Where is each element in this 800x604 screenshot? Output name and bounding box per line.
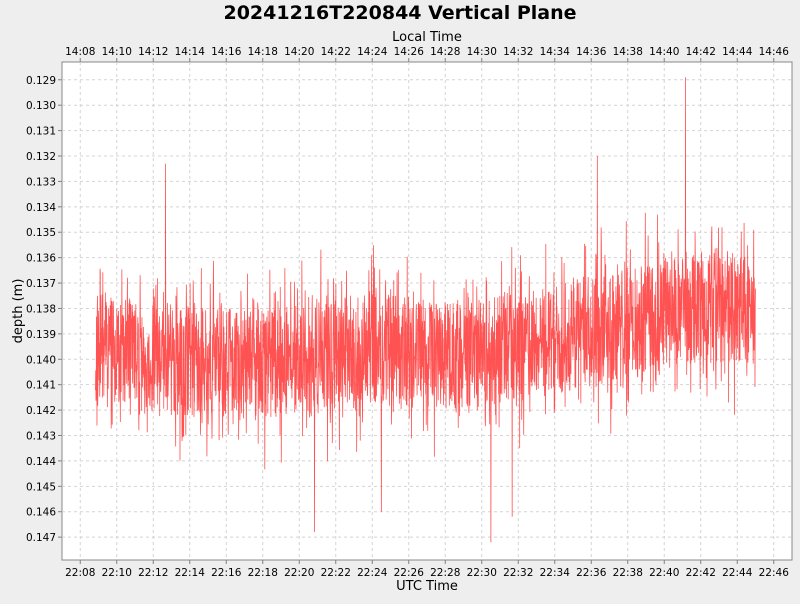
y-tick-label: 0.134 (26, 202, 56, 214)
x-tick-label: 22:40 (649, 567, 679, 579)
plot-area (61, 61, 793, 561)
top-x-tick-label: 14:16 (211, 46, 242, 58)
x-tick-label: 22:18 (248, 567, 278, 579)
y-tick-label: 0.143 (26, 431, 56, 443)
x-tick-label: 22:34 (540, 567, 571, 579)
y-tick-label: 0.147 (26, 532, 56, 544)
top-x-tick-label: 14:44 (722, 46, 753, 58)
top-x-tick-label: 14:40 (649, 46, 679, 58)
top-x-tick-label: 14:46 (759, 46, 790, 58)
x-tick-label: 22:14 (175, 567, 206, 579)
y-tick-label: 0.145 (26, 481, 56, 493)
x-tick-label: 22:20 (284, 567, 314, 579)
top-x-tick-label: 14:34 (540, 46, 571, 58)
y-tick-label: 0.130 (26, 100, 56, 112)
x-tick-label: 22:46 (759, 567, 790, 579)
x-tick-label: 22:24 (357, 567, 388, 579)
top-x-tick-label: 14:18 (248, 46, 278, 58)
y-tick-label: 0.129 (26, 75, 56, 87)
top-x-tick-label: 14:14 (175, 46, 206, 58)
y-tick-label: 0.133 (26, 176, 56, 188)
series-layer (95, 77, 756, 543)
y-tick-label: 0.131 (26, 126, 56, 138)
top-x-tick-label: 14:42 (686, 46, 716, 58)
top-x-tick-label: 14:38 (613, 46, 643, 58)
top-x-tick-label: 14:10 (102, 46, 132, 58)
x-tick-label: 22:30 (467, 567, 497, 579)
x-tick-label: 22:08 (65, 567, 95, 579)
x-tick-label: 22:12 (138, 567, 168, 579)
x-axis-label: UTC Time (396, 579, 458, 594)
x-tick-label: 22:16 (211, 567, 242, 579)
y-tick-label: 0.132 (26, 151, 56, 163)
x-tick-label: 22:44 (722, 567, 753, 579)
x-tick-label: 22:36 (576, 567, 607, 579)
y-axis-label: depth (m) (11, 279, 26, 344)
x-tick-label: 22:38 (613, 567, 643, 579)
top-x-tick-label: 14:30 (467, 46, 497, 58)
y-tick-label: 0.136 (26, 253, 56, 265)
y-tick-label: 0.135 (26, 227, 56, 239)
y-tick-label: 0.144 (26, 456, 56, 468)
x-tick-label: 22:26 (394, 567, 425, 579)
top-axis-label: Local Time (392, 30, 462, 45)
y-tick-label: 0.142 (26, 405, 56, 417)
y-tick-label: 0.139 (26, 329, 56, 341)
depth-series-line (95, 77, 756, 543)
chart-title: 20241216T220844 Vertical Plane (223, 2, 576, 24)
x-tick-label: 22:10 (102, 567, 132, 579)
y-tick-label: 0.137 (26, 278, 56, 290)
y-tick-label: 0.138 (26, 303, 56, 315)
y-tick-label: 0.146 (26, 507, 56, 519)
top-x-tick-label: 14:32 (503, 46, 533, 58)
axis-layer: 0.129 0.130 0.131 0.132 0.133 0.134 0.135 0.136… (26, 46, 789, 579)
top-x-tick-label: 14:12 (138, 46, 168, 58)
top-x-tick-label: 14:20 (284, 46, 314, 58)
top-x-tick-label: 14:28 (430, 46, 460, 58)
top-x-tick-label: 14:24 (357, 46, 388, 58)
y-tick-label: 0.141 (26, 380, 56, 392)
top-x-tick-label: 14:26 (394, 46, 425, 58)
y-tick-label: 0.140 (26, 354, 56, 366)
x-tick-label: 22:42 (686, 567, 716, 579)
top-x-tick-label: 14:22 (321, 46, 351, 58)
x-tick-label: 22:32 (503, 567, 533, 579)
top-x-tick-label: 14:08 (65, 46, 95, 58)
top-x-tick-label: 14:36 (576, 46, 607, 58)
x-tick-label: 22:22 (321, 567, 351, 579)
x-tick-label: 22:28 (430, 567, 460, 579)
